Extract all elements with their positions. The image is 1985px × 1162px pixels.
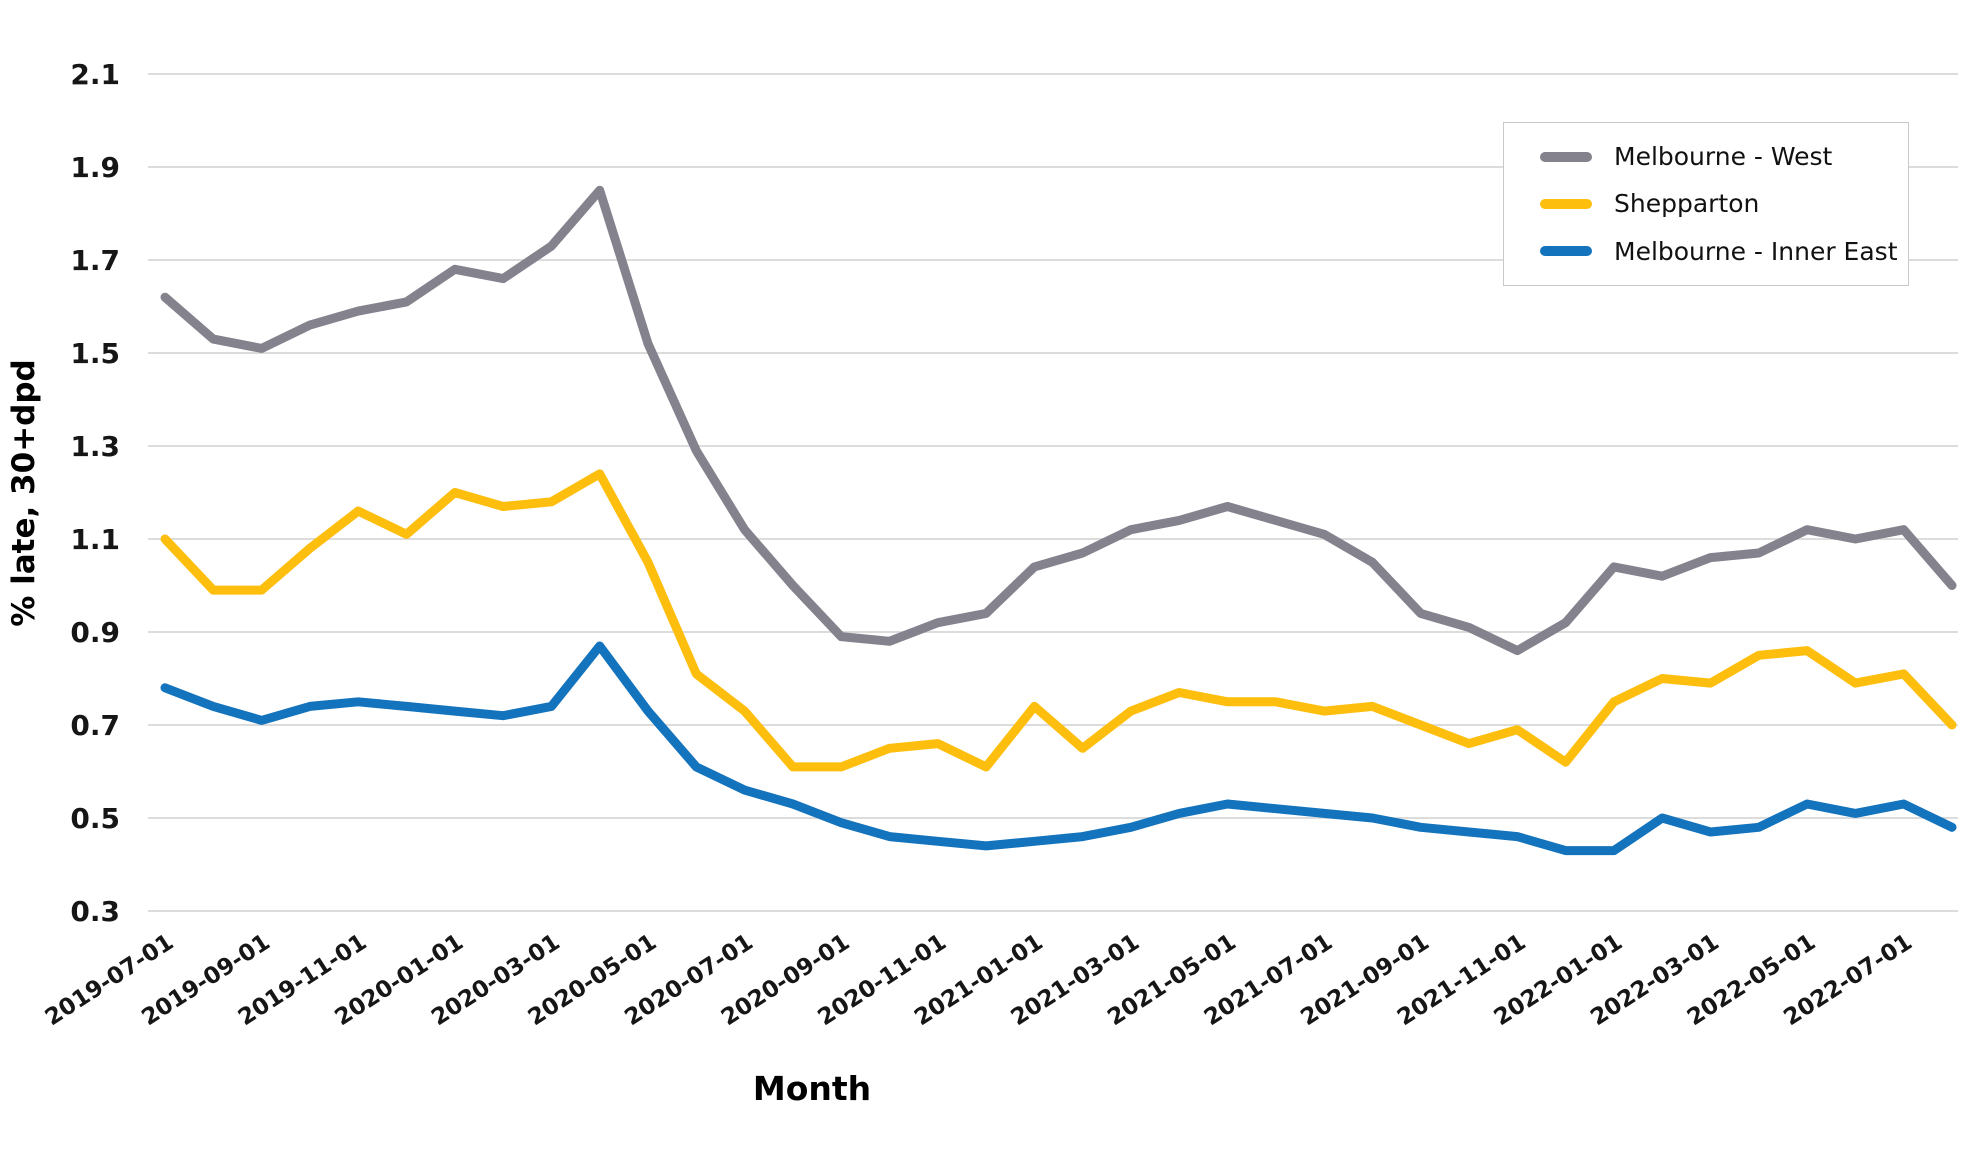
y-tick-label: 1.9 (70, 151, 120, 184)
y-tick-label: 0.3 (70, 895, 120, 928)
legend-item: Melbourne - Inner East (1540, 237, 1908, 266)
y-tick-label: 0.9 (70, 616, 120, 649)
y-axis-title: % late, 30+dpd (6, 359, 42, 627)
legend-label: Shepparton (1614, 189, 1760, 219)
x-axis-title: Month (753, 1069, 871, 1108)
series-line-melbourne-west (160, 185, 1957, 656)
legend-swatch-icon (1540, 151, 1592, 162)
y-tick-label: 0.7 (70, 709, 120, 742)
legend-item: Shepparton (1540, 189, 1908, 218)
series-line-melbourne-inner-east (160, 641, 1957, 856)
series-line-shepparton (160, 469, 1957, 772)
legend-item: Melbourne - West (1540, 142, 1908, 171)
legend-label: Melbourne - West (1614, 142, 1833, 172)
legend-swatch-icon (1540, 246, 1592, 257)
y-tick-label: 1.3 (70, 430, 120, 463)
legend: Melbourne - West Shepparton Melbourne - In… (1503, 122, 1909, 286)
y-tick-label: 1.5 (70, 337, 120, 370)
y-tick-label: 1.1 (70, 523, 120, 556)
y-tick-label: 1.7 (70, 244, 120, 277)
y-tick-label: 2.1 (70, 58, 120, 91)
y-tick-label: 0.5 (70, 802, 120, 835)
legend-label: Melbourne - Inner East (1614, 236, 1898, 266)
legend-swatch-icon (1540, 198, 1592, 209)
